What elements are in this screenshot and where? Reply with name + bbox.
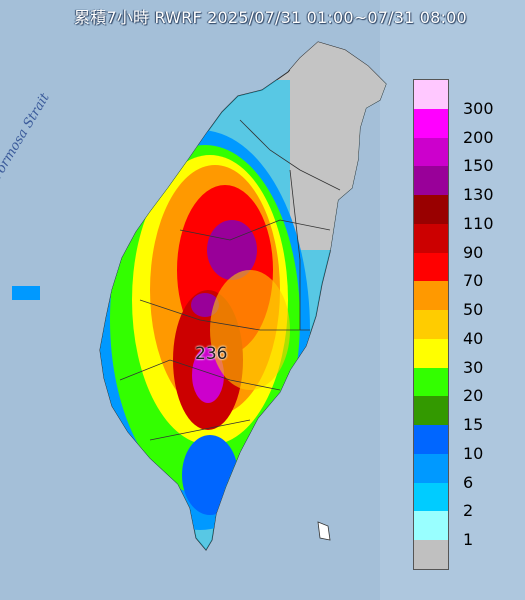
legend-label: 40 [463,328,484,348]
orchid-island [317,521,331,541]
legend-swatch [414,453,448,484]
legend-swatch [414,252,448,282]
legend-swatch [414,166,448,196]
legend-label: 200 [463,127,494,147]
legend-label: 6 [463,472,474,492]
legend-swatch [414,511,448,541]
penghu-rain [12,286,40,300]
legend-label: 70 [463,271,484,291]
legend-swatch [414,137,448,167]
legend-swatch [414,540,448,570]
color-legend [413,79,449,570]
legend-label: 300 [463,98,494,118]
legend-swatch [414,367,448,397]
legend-swatch [414,108,448,138]
legend-label: 150 [463,156,494,176]
legend-label: 10 [463,443,484,463]
map-title: 累積7小時 RWRF 2025/07/31 01:00~07/31 08:00 [74,8,467,27]
legend-swatch [414,281,448,311]
legend-swatch [414,425,448,455]
legend-label: 130 [463,185,494,205]
county-boundaries [119,119,341,441]
legend-swatch [414,223,448,254]
legend-swatch [414,195,448,225]
legend-swatch [414,396,448,426]
legend-label: 1 [463,530,474,550]
legend-label: 15 [463,415,484,435]
peak-value: 236 [195,344,228,364]
legend-swatch [414,80,448,110]
legend-label: 90 [463,242,484,262]
legend-swatch [414,482,448,512]
legend-label: 50 [463,300,484,320]
legend-label: 30 [463,357,484,377]
legend-label: 110 [463,213,494,233]
legend-label: 20 [463,386,484,406]
legend-swatch [414,338,448,369]
legend-swatch [414,310,448,340]
legend-label: 2 [463,501,474,521]
